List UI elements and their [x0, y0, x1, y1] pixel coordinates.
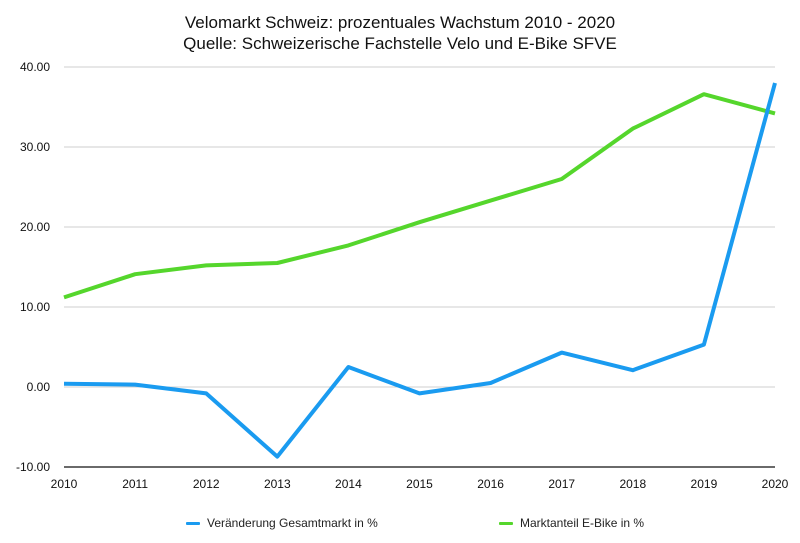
chart-subtitle: Quelle: Schweizerische Fachstelle Velo u… — [183, 34, 617, 53]
legend-swatch-e-bike — [499, 521, 513, 525]
y-axis-ticks: -10.00 0.00 10.00 20.00 30.00 40.00 — [16, 60, 50, 474]
legend-item-e-bike: Marktanteil E-Bike in % — [499, 513, 644, 533]
y-tick-label: 30.00 — [20, 140, 50, 154]
x-tick-label: 2012 — [193, 477, 220, 491]
series-lines — [63, 82, 777, 459]
series-line-gesamtmarkt — [63, 82, 777, 459]
x-tick-label: 2017 — [548, 477, 575, 491]
x-tick-label: 2016 — [477, 477, 504, 491]
x-axis-ticks: 2010 2011 2012 2013 2014 2015 2016 2017 2018 2019… — [51, 477, 789, 491]
grid-lines — [64, 66, 775, 468]
y-tick-label: 40.00 — [20, 60, 50, 74]
x-tick-label: 2010 — [51, 477, 78, 491]
x-tick-label: 2014 — [335, 477, 362, 491]
chart-title: Velomarkt Schweiz: prozentuales Wachstum… — [184, 13, 616, 32]
legend-label-gesamtmarkt: Veränderung Gesamtmarkt in % — [207, 516, 378, 530]
x-tick-label: 2015 — [406, 477, 433, 491]
x-tick-label: 2018 — [619, 477, 646, 491]
series-line-e-bike — [63, 92, 776, 300]
x-tick-label: 2011 — [122, 477, 148, 491]
y-tick-label: 20.00 — [20, 220, 50, 234]
y-tick-label: -10.00 — [16, 460, 50, 474]
x-tick-label: 2013 — [264, 477, 291, 491]
y-tick-label: 0.00 — [27, 380, 51, 394]
y-tick-label: 10.00 — [20, 300, 50, 314]
legend-label-e-bike: Marktanteil E-Bike in % — [520, 516, 645, 530]
x-tick-label: 2020 — [762, 477, 789, 491]
legend-item-gesamtmarkt: Veränderung Gesamtmarkt in % — [186, 513, 378, 533]
legend-swatch-gesamtmarkt — [186, 521, 200, 525]
x-tick-label: 2019 — [691, 477, 718, 491]
